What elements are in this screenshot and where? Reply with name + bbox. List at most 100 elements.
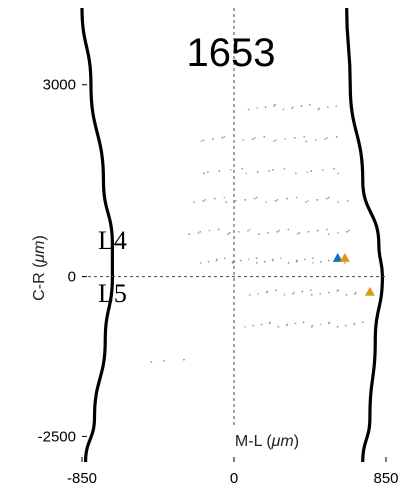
dot-row-5-point-10 <box>255 261 258 264</box>
dot-row-7-point-12 <box>319 323 322 326</box>
dot-row-4-point-19 <box>326 228 328 231</box>
dot-row-6-point-10 <box>310 293 313 296</box>
dot-row-4-point-11 <box>267 232 270 234</box>
dot-row-5-point-4 <box>223 257 226 260</box>
dot-row-5-point-20 <box>312 261 314 264</box>
dot-row-1-point-19 <box>335 135 338 138</box>
dot-row-3-point-12 <box>276 198 279 201</box>
boundary-right <box>345 7 385 463</box>
dot-row-4-point-21 <box>336 232 339 234</box>
dot-row-1-point-16 <box>314 139 317 142</box>
dot-row-8-point-1 <box>163 359 165 362</box>
dot-row-3-point-5 <box>225 201 228 204</box>
dot-row-2-point-3 <box>229 169 232 171</box>
dot-row-0-point-9 <box>309 103 311 106</box>
axes: -2500 0 3000 -850 0 850 <box>38 77 399 487</box>
y-axis-label: C-R (μm) <box>31 235 48 301</box>
y-tick-label-1: 0 <box>68 269 76 286</box>
x-axis-label-suffix: ) <box>294 433 299 450</box>
dot-row-4-point-16 <box>298 232 301 234</box>
dot-row-8-point-2 <box>183 358 185 361</box>
triangle-series-0-point-0 <box>332 252 343 262</box>
dot-row-7-point-8 <box>294 322 297 325</box>
dot-row-4-point-18 <box>316 229 319 232</box>
dot-row-7-point-19 <box>361 321 364 324</box>
dot-row-6-point-1 <box>257 292 260 295</box>
dot-row-2-point-4 <box>241 167 244 170</box>
dot-row-2-point-9 <box>283 167 286 170</box>
triangle-series-1-point-0 <box>339 252 350 262</box>
dot-row-7-point-7 <box>286 323 289 326</box>
dot-row-7-point-0 <box>244 325 246 328</box>
dot-row-1-point-4 <box>223 135 226 138</box>
dot-row-1-point-17 <box>324 138 327 140</box>
dot-row-0-point-11 <box>318 107 321 110</box>
dot-row-2-point-1 <box>206 171 209 174</box>
dot-row-5-point-15 <box>287 261 290 264</box>
y-axis-label-unit: μm <box>31 241 48 264</box>
dot-row-3-point-7 <box>244 198 247 201</box>
dot-row-4-point-14 <box>287 228 290 231</box>
dot-row-2-point-11 <box>306 171 309 174</box>
dot-row-3-point-21 <box>346 200 349 202</box>
dot-row-2-point-12 <box>310 170 313 172</box>
triangle-series-1-point-1 <box>364 286 375 296</box>
dot-row-6-point-5 <box>283 293 286 296</box>
y-tick-label-2: 3000 <box>43 77 76 94</box>
dot-row-2-point-5 <box>245 172 248 175</box>
dot-row-6-point-12 <box>327 291 330 294</box>
dot-row-1-point-12 <box>284 138 287 140</box>
dot-row-4-point-1 <box>197 232 200 234</box>
dot-row-3-point-11 <box>274 200 277 202</box>
dot-row-4-point-0 <box>188 233 191 236</box>
dot-row-6-point-8 <box>301 290 304 293</box>
y-axis-label-prefix: C-R ( <box>31 262 48 301</box>
reference-lines <box>82 8 386 427</box>
dot-row-7-point-5 <box>277 325 280 328</box>
dot-row-3-point-2 <box>204 198 207 201</box>
dot-row-7-point-9 <box>302 321 305 324</box>
dot-row-3-point-17 <box>316 198 319 201</box>
dot-row-1-point-8 <box>253 137 256 139</box>
dot-rows <box>150 103 364 363</box>
dot-row-0-point-2 <box>264 106 267 109</box>
dot-row-0-point-5 <box>282 108 285 111</box>
layer-label-l4: L4 <box>98 226 127 255</box>
dot-row-6-point-0 <box>248 293 251 296</box>
x-axis-label-unit: μm <box>271 433 294 450</box>
dot-row-7-point-16 <box>344 324 347 327</box>
dot-row-1-point-1 <box>202 139 205 142</box>
dot-row-1-point-0 <box>200 140 203 143</box>
dot-row-1-point-9 <box>263 135 266 138</box>
dot-row-0-point-1 <box>256 107 259 110</box>
dot-row-5-point-7 <box>239 259 242 262</box>
dot-row-3-point-13 <box>286 197 288 200</box>
dot-row-8-point-0 <box>150 361 153 363</box>
dot-row-3-point-20 <box>337 201 340 204</box>
dot-row-0-point-12 <box>326 106 329 109</box>
dot-row-4-point-13 <box>278 229 281 232</box>
dot-row-5-point-3 <box>215 258 218 261</box>
dot-row-7-point-11 <box>311 324 314 327</box>
dot-row-1-point-14 <box>303 135 306 138</box>
dot-row-4-point-15 <box>296 233 299 236</box>
dot-row-6-point-17 <box>355 291 357 294</box>
dot-row-5-point-21 <box>320 260 322 263</box>
dot-row-3-point-14 <box>295 196 298 199</box>
dot-row-1-point-15 <box>305 140 308 143</box>
boundaries <box>80 7 385 463</box>
dot-row-6-point-15 <box>345 293 348 296</box>
dot-row-5-point-6 <box>232 260 234 263</box>
dot-row-3-point-9 <box>255 196 258 199</box>
dot-row-1-point-5 <box>232 140 235 143</box>
dot-row-4-point-17 <box>307 230 310 233</box>
dot-row-0-point-4 <box>274 103 276 106</box>
dot-row-5-point-11 <box>263 260 266 263</box>
dot-row-3-point-4 <box>223 196 226 199</box>
dot-row-7-point-15 <box>336 325 339 328</box>
dot-row-3-point-6 <box>234 200 237 202</box>
dot-row-1-point-10 <box>272 140 275 143</box>
dot-row-3-point-3 <box>213 197 216 200</box>
dot-row-5-point-19 <box>311 257 314 260</box>
